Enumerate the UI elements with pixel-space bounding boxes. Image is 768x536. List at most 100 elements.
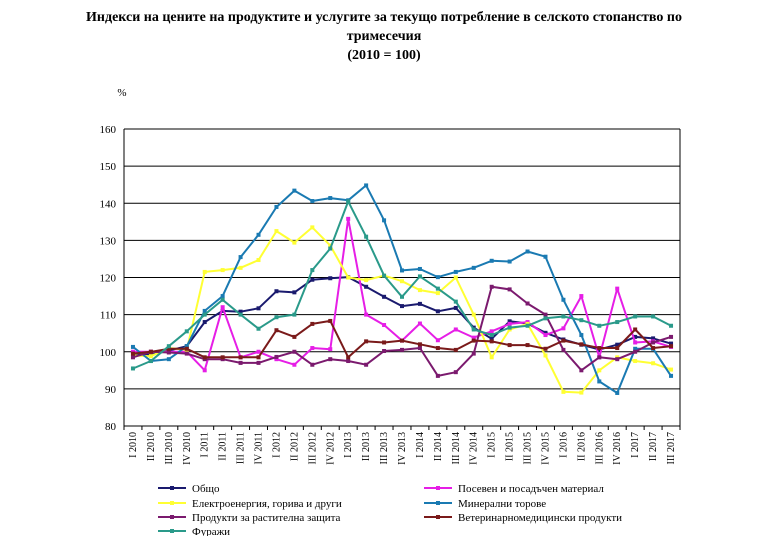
data-point — [489, 258, 494, 263]
data-point — [435, 346, 440, 351]
legend-marker — [436, 486, 440, 490]
data-point — [148, 359, 153, 364]
data-point — [202, 269, 207, 274]
data-point — [256, 258, 261, 263]
data-point — [669, 323, 674, 328]
data-point — [382, 273, 387, 278]
data-point — [543, 330, 548, 335]
data-point — [202, 368, 207, 373]
data-point — [220, 355, 225, 360]
legend-label: Посевен и посадъчен материал — [458, 483, 604, 495]
data-point — [669, 373, 674, 378]
series-6 — [130, 318, 674, 360]
legend-label: Ветеринарномедицински продукти — [458, 512, 622, 524]
data-point — [633, 359, 638, 364]
x-tick-label: I 2013 — [343, 432, 354, 458]
data-point — [130, 355, 135, 360]
data-point — [615, 342, 620, 347]
data-point — [184, 329, 189, 334]
data-point — [166, 350, 171, 355]
data-point — [202, 308, 207, 313]
data-point — [543, 312, 548, 317]
data-point — [507, 321, 512, 326]
series-line — [132, 226, 672, 394]
legend-marker — [170, 515, 174, 519]
data-point — [435, 309, 440, 314]
data-point — [579, 294, 584, 299]
x-tick-label: IV 2013 — [397, 432, 408, 465]
data-point — [400, 347, 404, 352]
x-tick-label: III 2011 — [236, 432, 247, 464]
data-point — [292, 334, 297, 339]
data-point — [256, 355, 261, 360]
data-point — [615, 390, 620, 395]
x-tick-label: IV 2012 — [325, 432, 336, 465]
data-point — [274, 289, 279, 294]
legend-label: Минерални торове — [458, 498, 546, 510]
legend-marker — [436, 501, 440, 505]
data-point — [633, 349, 638, 354]
data-point — [435, 338, 440, 343]
data-point — [417, 266, 422, 271]
data-point — [489, 339, 494, 344]
data-point — [148, 349, 153, 354]
x-tick-label: III 2017 — [666, 432, 677, 465]
x-tick-label: IV 2014 — [469, 432, 480, 465]
data-point — [471, 351, 476, 356]
x-tick-label: III 2013 — [379, 432, 390, 465]
y-tick-label: 140 — [100, 198, 117, 210]
data-point — [400, 294, 404, 299]
data-point — [489, 329, 494, 334]
data-point — [328, 318, 333, 323]
data-point — [669, 334, 674, 339]
data-point — [166, 344, 171, 349]
data-point — [310, 362, 315, 367]
data-point — [507, 287, 512, 292]
x-tick-label: III 2016 — [594, 432, 605, 465]
series-line — [132, 200, 672, 370]
data-point — [471, 312, 476, 317]
y-tick-label: 110 — [100, 310, 117, 322]
data-point — [346, 275, 351, 280]
x-tick-label: IV 2011 — [254, 432, 265, 465]
data-point — [507, 319, 512, 324]
data-point — [579, 342, 584, 347]
data-point — [292, 349, 297, 354]
data-point — [525, 343, 530, 348]
legend-entry: Електроенергия, горива и други — [158, 498, 342, 510]
data-point — [328, 246, 333, 251]
data-point — [471, 327, 476, 332]
data-point — [615, 346, 620, 351]
data-point — [364, 339, 369, 344]
data-point — [615, 320, 620, 325]
legend-marker — [170, 529, 174, 533]
x-tick-label: II 2012 — [289, 432, 300, 461]
data-point — [220, 297, 225, 302]
data-point — [328, 276, 333, 281]
y-axis-unit-label: % — [117, 87, 126, 99]
data-point — [238, 255, 243, 260]
data-point — [525, 301, 530, 306]
data-point — [238, 312, 243, 317]
data-point — [310, 268, 315, 273]
series-7 — [130, 199, 674, 371]
x-tick-label: III 2014 — [451, 432, 462, 465]
data-point — [561, 314, 566, 319]
data-point — [184, 351, 189, 356]
x-tick-label: III 2010 — [164, 432, 175, 465]
data-point — [651, 314, 656, 319]
data-point — [328, 357, 333, 362]
data-point — [489, 284, 494, 289]
legend-marker — [436, 515, 440, 519]
title-line-2: тримесечия — [346, 29, 422, 44]
data-point — [148, 354, 153, 359]
data-point — [579, 318, 584, 323]
x-tick-label: III 2015 — [523, 432, 534, 465]
data-point — [346, 199, 351, 204]
data-point — [651, 361, 656, 366]
title-line-3: (2010 = 100) — [347, 48, 421, 63]
data-point — [615, 357, 620, 362]
x-tick-label: II 2011 — [218, 432, 229, 461]
data-point — [543, 316, 548, 321]
series-line — [132, 276, 672, 356]
